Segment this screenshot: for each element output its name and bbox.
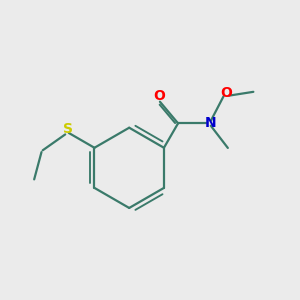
Text: O: O <box>153 89 165 103</box>
Text: O: O <box>220 86 232 100</box>
Text: N: N <box>204 116 216 130</box>
Text: S: S <box>63 122 73 136</box>
